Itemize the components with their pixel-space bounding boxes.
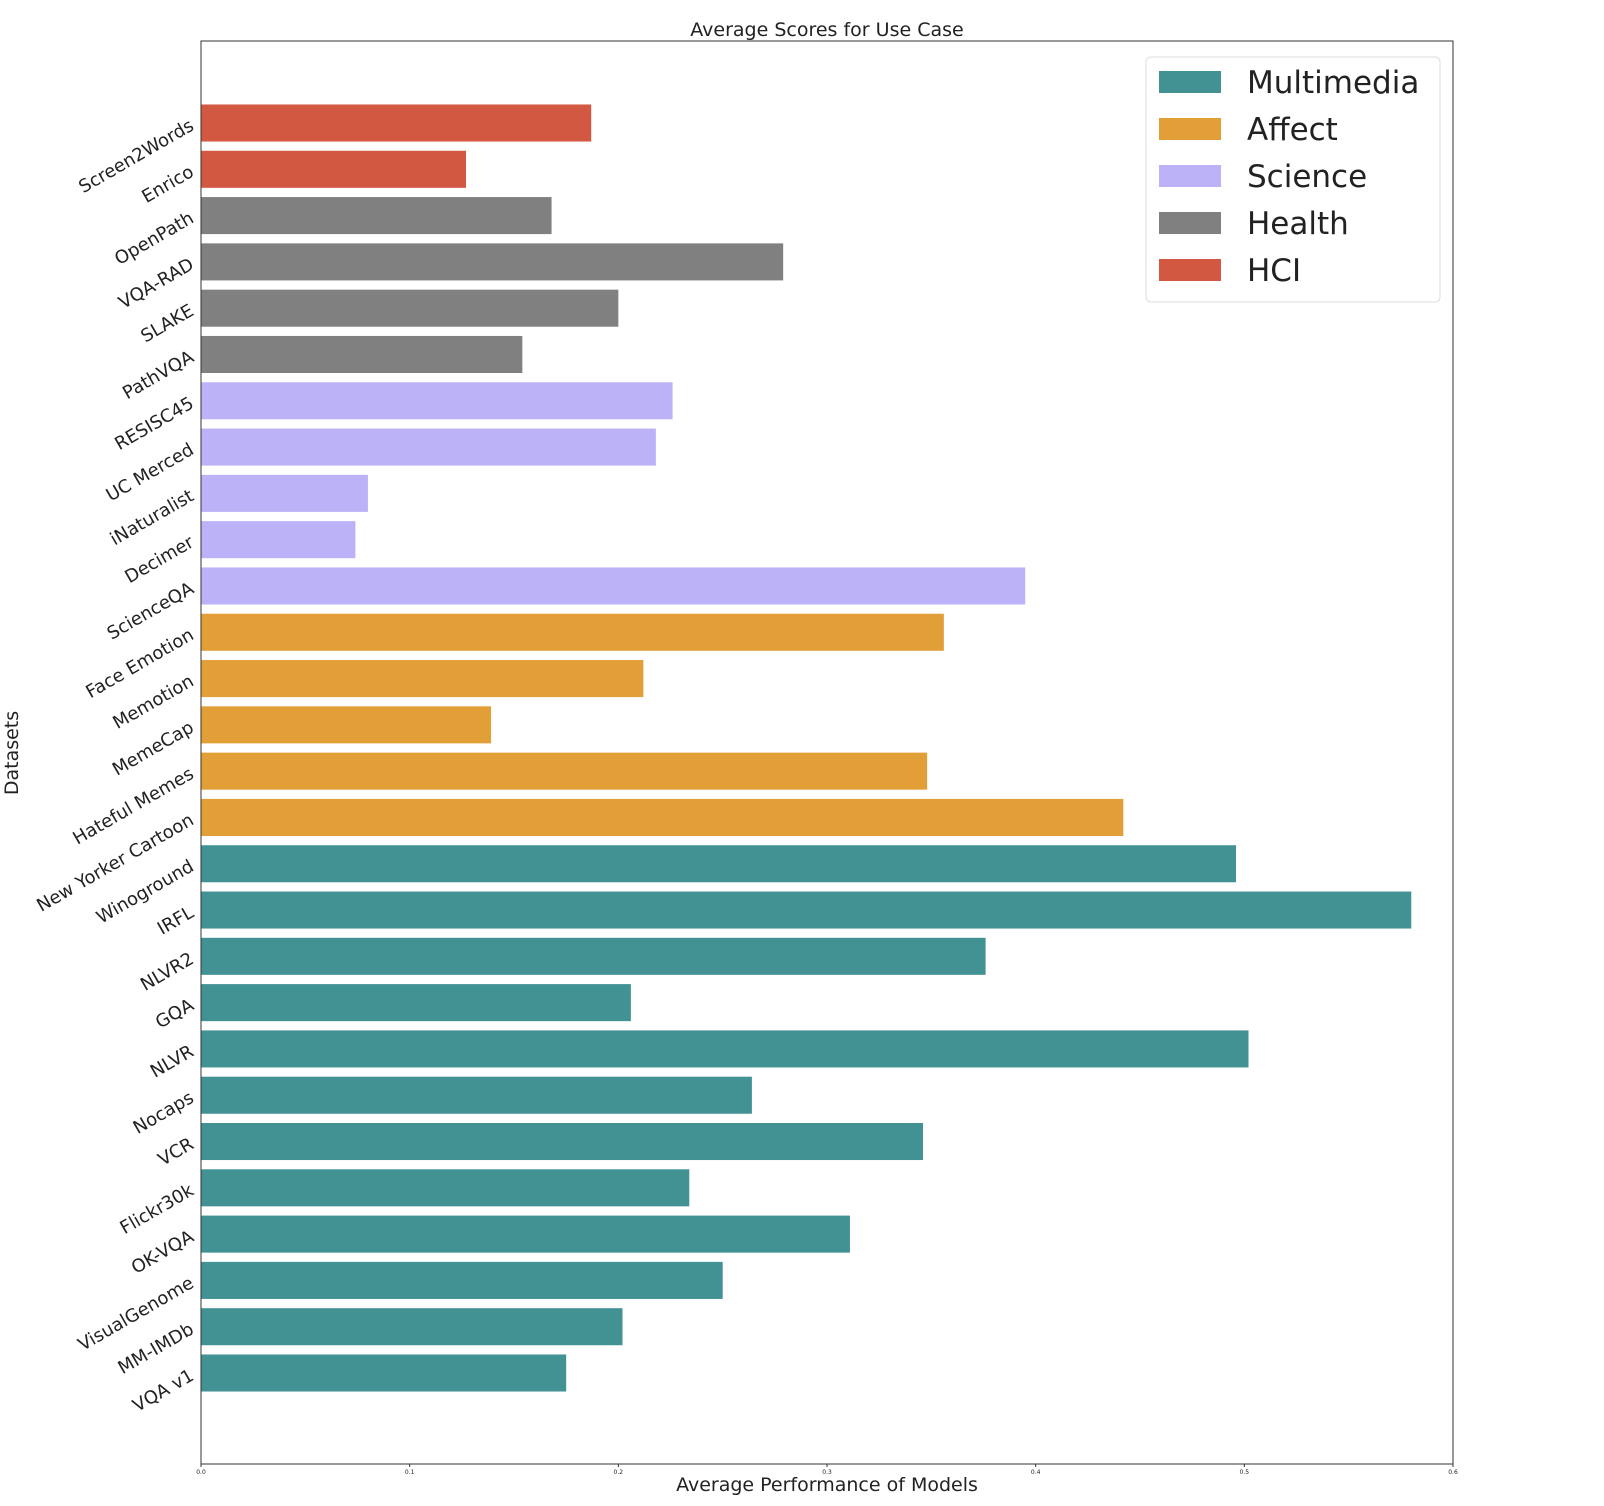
- bar-face-emotion: [201, 613, 944, 651]
- chart-title: Average Scores for Use Case: [690, 19, 963, 41]
- x-tick-label: 0.1: [405, 1469, 415, 1476]
- x-tick-label: 0.3: [822, 1469, 832, 1476]
- bar-memotion: [201, 660, 644, 698]
- bar-decimer: [201, 521, 356, 559]
- bar-vqa-v1: [201, 1354, 567, 1392]
- legend-swatch-multimedia: [1159, 71, 1221, 93]
- legend: Multimedia Affect Science Health HCI: [1145, 56, 1441, 303]
- x-tick-label: 0.0: [196, 1469, 206, 1476]
- bar-nlvr: [201, 1030, 1249, 1068]
- x-axis-label: Average Performance of Models: [676, 1474, 978, 1496]
- legend-swatch-science: [1159, 165, 1221, 187]
- x-tick-label: 0.6: [1448, 1469, 1458, 1476]
- bar-scienceqa: [201, 567, 1026, 605]
- bar-hateful-memes: [201, 752, 928, 790]
- y-axis-label: Datasets: [1, 711, 23, 795]
- bar-vqa-rad: [201, 243, 784, 281]
- bar-winoground: [201, 845, 1236, 883]
- legend-label-hci: HCI: [1247, 253, 1301, 289]
- bar-memecap: [201, 706, 492, 744]
- bar-nocaps: [201, 1076, 752, 1114]
- bar-visualgenome: [201, 1261, 723, 1299]
- bar-screen2words: [201, 104, 592, 142]
- legend-label-affect: Affect: [1247, 112, 1338, 148]
- legend-label-science: Science: [1247, 159, 1367, 195]
- legend-swatch-health: [1159, 212, 1221, 234]
- bar-mm-imdb: [201, 1308, 623, 1346]
- bar-slake: [201, 289, 619, 327]
- x-tick-label: 0.4: [1031, 1469, 1041, 1476]
- bar-inaturalist: [201, 474, 368, 512]
- x-tick-label: 0.2: [614, 1469, 624, 1476]
- bar-flickr30k: [201, 1169, 690, 1207]
- legend-swatch-affect: [1159, 118, 1221, 140]
- bar-ok-vqa: [201, 1215, 850, 1253]
- plot-frame: [200, 40, 1454, 1465]
- legend-label-health: Health: [1247, 206, 1349, 242]
- bar-irfl: [201, 891, 1412, 929]
- bar-nlvr2: [201, 937, 986, 975]
- x-tick-label: 0.5: [1240, 1469, 1250, 1476]
- legend-label-multimedia: Multimedia: [1247, 65, 1419, 101]
- bar-enrico: [201, 150, 467, 188]
- legend-swatch-hci: [1159, 259, 1221, 281]
- bars-layer: [201, 104, 1412, 1392]
- bar-openpath: [201, 197, 552, 235]
- bar-resisc45: [201, 382, 673, 420]
- bar-gqa: [201, 984, 631, 1022]
- bar-uc-merced: [201, 428, 656, 466]
- bar-new-yorker-cartoon: [201, 798, 1124, 836]
- bar-vcr: [201, 1123, 923, 1161]
- bar-pathvqa: [201, 335, 523, 373]
